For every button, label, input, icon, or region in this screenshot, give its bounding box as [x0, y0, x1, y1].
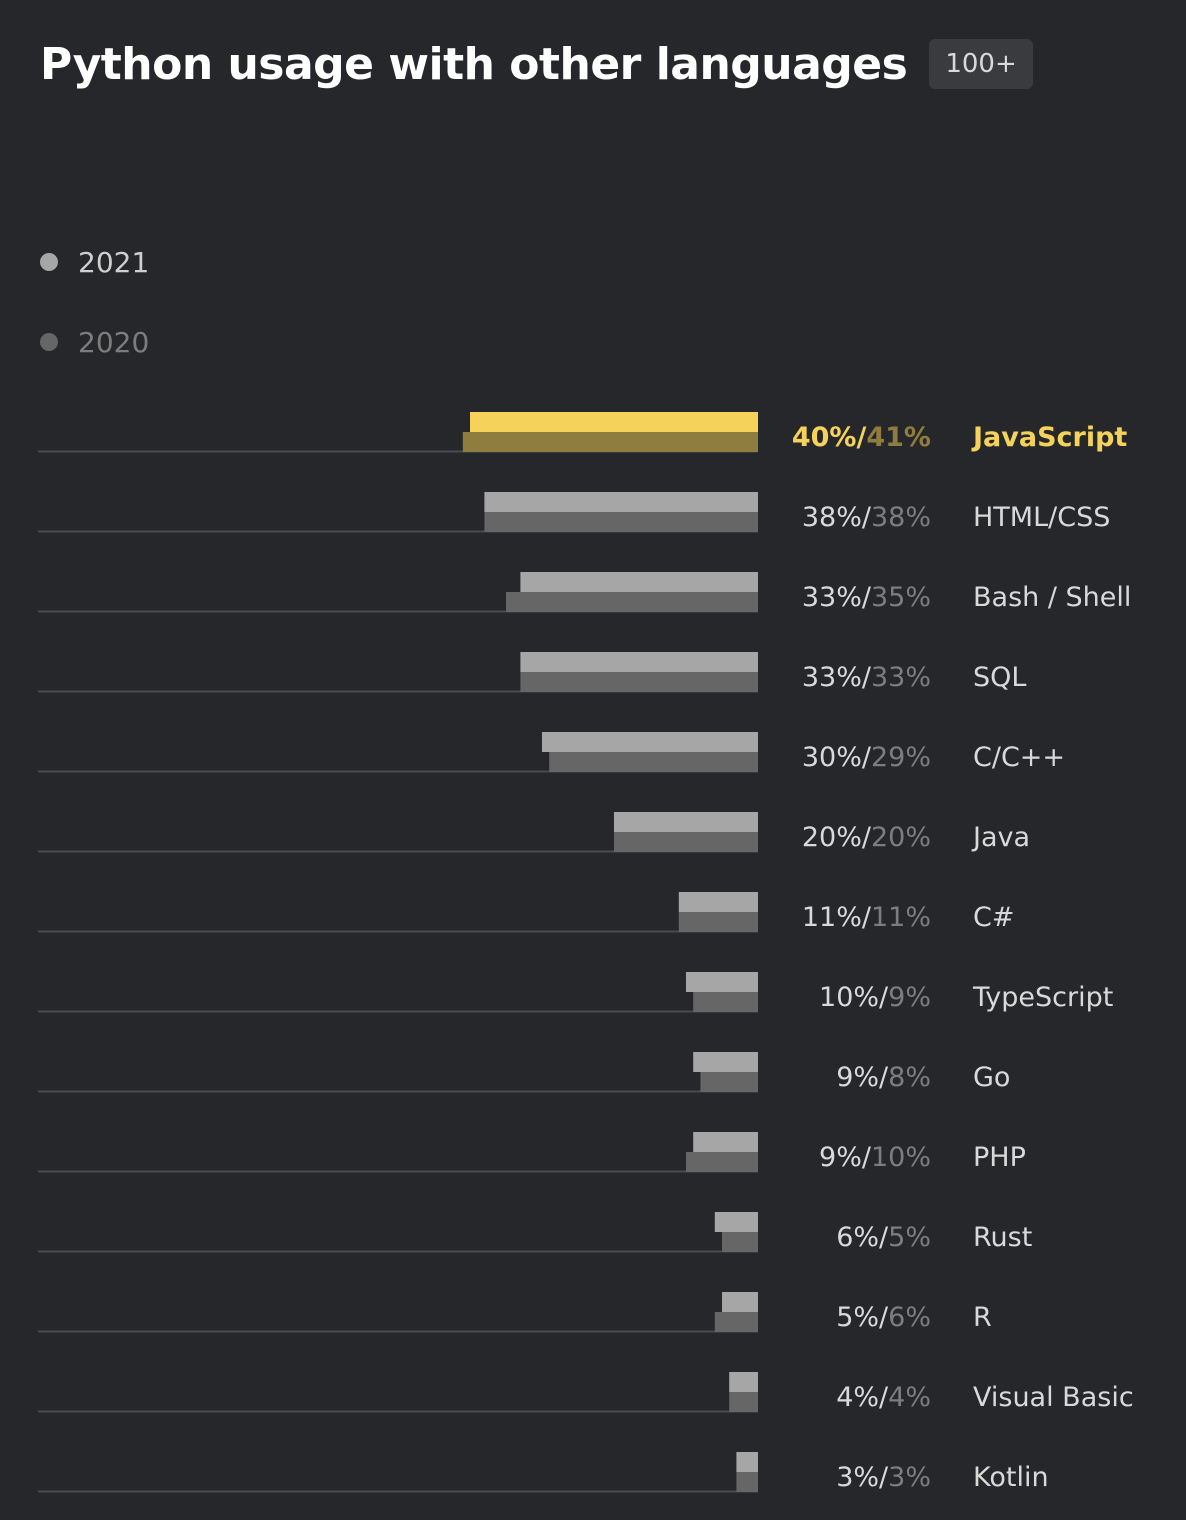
- value-2021-2: 33%/: [802, 582, 872, 613]
- value-2021-7: 10%/: [819, 982, 889, 1013]
- bar-2020-9: [686, 1152, 758, 1172]
- value-2020-11: 6%: [888, 1302, 931, 1333]
- bar-2021-11: [722, 1292, 758, 1312]
- legend-dot-2020: [40, 333, 58, 351]
- bar-2020-12: [729, 1392, 758, 1412]
- value-label-2: 33%/35%: [802, 582, 931, 613]
- legend-label-2020: 2020: [78, 325, 150, 359]
- value-2020-4: 29%: [871, 742, 931, 773]
- bar-2021-5: [614, 812, 758, 832]
- value-label-1: 38%/38%: [802, 502, 931, 533]
- value-label-5: 20%/20%: [802, 822, 931, 853]
- bar-2021-9: [693, 1132, 758, 1152]
- legend: 2021 2020: [40, 236, 149, 396]
- category-label-0: JavaScript: [971, 422, 1127, 453]
- value-label-12: 4%/4%: [836, 1382, 931, 1413]
- bar-2020-0: [462, 432, 758, 452]
- value-label-0: 40%/41%: [792, 422, 931, 453]
- value-2020-3: 33%: [871, 662, 931, 693]
- bar-2021-0: [470, 412, 758, 432]
- legend-dot-2021: [40, 253, 58, 271]
- bar-2020-2: [506, 592, 758, 612]
- value-2021-3: 33%/: [802, 662, 872, 693]
- value-2020-7: 9%: [888, 982, 931, 1013]
- category-label-6: C#: [973, 902, 1014, 933]
- bar-2020-3: [520, 672, 758, 692]
- category-label-7: TypeScript: [972, 982, 1113, 1013]
- bar-2020-13: [736, 1472, 758, 1492]
- value-label-13: 3%/3%: [836, 1462, 931, 1493]
- legend-item-2021: 2021: [40, 236, 149, 288]
- value-2021-9: 9%/: [819, 1142, 872, 1173]
- category-label-11: R: [973, 1302, 992, 1333]
- chart-header: Python usage with other languages 100+: [40, 34, 1033, 94]
- value-label-10: 6%/5%: [836, 1222, 931, 1253]
- category-label-12: Visual Basic: [973, 1382, 1134, 1413]
- bar-2020-11: [714, 1312, 758, 1332]
- bar-2021-1: [484, 492, 758, 512]
- respondents-badge: 100+: [929, 39, 1033, 89]
- bar-2020-10: [722, 1232, 758, 1252]
- bar-2021-10: [714, 1212, 758, 1232]
- category-label-2: Bash / Shell: [973, 582, 1131, 613]
- value-2021-0: 40%/: [792, 422, 867, 453]
- bar-2021-6: [678, 892, 758, 912]
- value-2020-13: 3%: [888, 1462, 931, 1493]
- bar-2021-13: [736, 1452, 758, 1472]
- value-2021-13: 3%/: [836, 1462, 889, 1493]
- value-label-3: 33%/33%: [802, 662, 931, 693]
- bar-2021-7: [686, 972, 758, 992]
- value-2021-11: 5%/: [836, 1302, 889, 1333]
- value-label-4: 30%/29%: [802, 742, 931, 773]
- category-label-8: Go: [973, 1062, 1010, 1093]
- value-2020-12: 4%: [888, 1382, 931, 1413]
- value-2020-0: 41%: [866, 422, 931, 453]
- value-2020-1: 38%: [871, 502, 931, 533]
- bar-2020-7: [693, 992, 758, 1012]
- value-2021-5: 20%/: [802, 822, 872, 853]
- bar-2021-8: [693, 1052, 758, 1072]
- value-2021-10: 6%/: [836, 1222, 889, 1253]
- value-2021-1: 38%/: [802, 502, 872, 533]
- bar-2021-2: [520, 572, 758, 592]
- value-label-8: 9%/8%: [836, 1062, 931, 1093]
- value-2021-12: 4%/: [836, 1382, 889, 1413]
- value-2021-4: 30%/: [802, 742, 872, 773]
- value-2020-6: 11%: [871, 902, 931, 933]
- bar-2020-1: [484, 512, 758, 532]
- bar-2020-6: [678, 912, 758, 932]
- bar-2021-4: [542, 732, 758, 752]
- value-2020-9: 10%: [871, 1142, 931, 1173]
- value-2020-10: 5%: [888, 1222, 931, 1253]
- category-label-4: C/C++: [973, 742, 1065, 773]
- value-2021-6: 11%/: [802, 902, 872, 933]
- value-label-9: 9%/10%: [819, 1142, 931, 1173]
- legend-item-2020: 2020: [40, 316, 149, 368]
- bar-2020-5: [614, 832, 758, 852]
- value-label-7: 10%/9%: [819, 982, 931, 1013]
- value-label-11: 5%/6%: [836, 1302, 931, 1333]
- category-label-9: PHP: [973, 1142, 1026, 1173]
- bar-2020-8: [700, 1072, 758, 1092]
- value-2020-8: 8%: [888, 1062, 931, 1093]
- legend-label-2021: 2021: [78, 245, 150, 279]
- value-2020-2: 35%: [871, 582, 931, 613]
- bar-2021-12: [729, 1372, 758, 1392]
- value-2021-8: 9%/: [836, 1062, 889, 1093]
- chart-title: Python usage with other languages: [40, 38, 908, 90]
- value-2020-5: 20%: [871, 822, 931, 853]
- bar-2020-4: [549, 752, 758, 772]
- bar-2021-3: [520, 652, 758, 672]
- category-label-3: SQL: [973, 662, 1026, 693]
- category-label-13: Kotlin: [973, 1462, 1049, 1493]
- category-label-10: Rust: [973, 1222, 1032, 1253]
- value-label-6: 11%/11%: [802, 902, 931, 933]
- category-label-1: HTML/CSS: [973, 502, 1110, 533]
- category-label-5: Java: [971, 822, 1030, 853]
